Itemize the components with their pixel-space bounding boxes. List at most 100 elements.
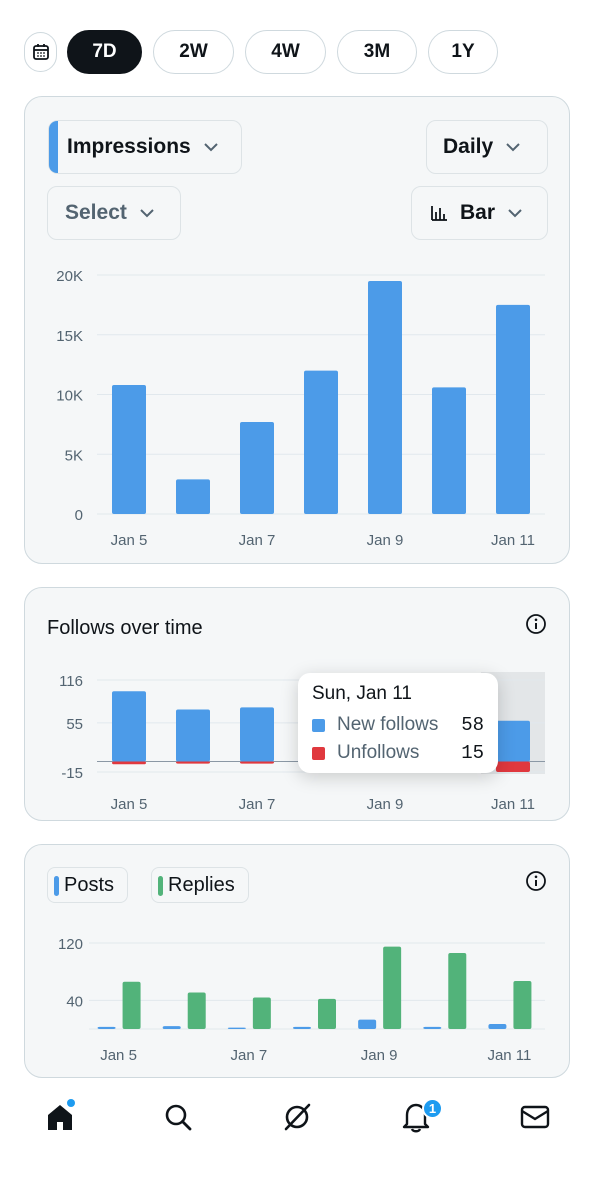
unfollows-swatch (312, 746, 325, 760)
metric-color-accent (49, 121, 58, 173)
impressions-bar[interactable] (112, 384, 146, 514)
x-tick-label: Jan 5 (100, 1047, 137, 1064)
calendar-button[interactable] (24, 32, 57, 72)
y-tick-label: 116 (59, 673, 83, 690)
y-tick-label: 0 (75, 507, 83, 524)
replies-bar[interactable] (122, 981, 141, 1029)
x-tick-label: Jan 7 (239, 532, 276, 549)
calendar-icon (32, 44, 49, 60)
grok-icon (284, 1103, 311, 1131)
new-follows-swatch (312, 718, 325, 732)
range-1y-button[interactable]: 1Y (428, 30, 498, 74)
new-follows-bar[interactable] (112, 691, 146, 762)
info-icon[interactable] (525, 870, 547, 892)
interval-dropdown-label: Daily (443, 135, 494, 158)
chevron-down-icon (140, 209, 154, 218)
nav-grok[interactable] (277, 1097, 317, 1137)
tooltip-row-new-follows: New follows 58 (312, 711, 484, 739)
impressions-card: Impressions Daily Select Bar 20K 15K 10K 5K… (24, 96, 570, 564)
tooltip-title: Sun, Jan 11 (312, 683, 413, 704)
notification-badge: 1 (422, 1098, 443, 1119)
new-follows-bar[interactable] (176, 709, 210, 762)
posts-replies-card: Posts Replies 120 40 Jan 5 Jan 7 Jan 9 Jan 11 (24, 844, 570, 1078)
chart-type-dropdown-label: Bar (460, 201, 496, 224)
tooltip-value: 58 (461, 714, 484, 736)
posts-bar[interactable] (358, 1019, 377, 1029)
info-icon[interactable] (525, 613, 547, 635)
unfollows-bar[interactable] (496, 761, 530, 772)
impressions-bar[interactable] (432, 387, 466, 514)
chevron-down-icon (204, 143, 218, 152)
range-3m-button[interactable]: 3M (337, 30, 417, 74)
replies-bar[interactable] (318, 998, 336, 1029)
legend-replies[interactable]: Replies (151, 867, 249, 903)
y-tick-label: 20K (56, 268, 83, 285)
y-tick-label: -15 (61, 765, 83, 782)
range-4w-button[interactable]: 4W (245, 30, 326, 74)
range-7d-button[interactable]: 7D (67, 30, 142, 74)
legend-posts[interactable]: Posts (47, 867, 128, 903)
bar-chart-icon (431, 206, 447, 221)
impressions-bar[interactable] (368, 280, 402, 514)
legend-replies-label: Replies (168, 873, 235, 896)
x-tick-label: Jan 7 (231, 1047, 268, 1064)
posts-replies-chart: 120 40 Jan 5 Jan 7 Jan 9 Jan 11 (58, 936, 545, 1064)
impressions-bar[interactable] (496, 304, 530, 514)
home-icon (48, 1105, 72, 1130)
chevron-down-icon (508, 209, 522, 218)
follows-tooltip: Sun, Jan 11 New follows 58 Unfollows 15 (298, 673, 498, 773)
posts-bar[interactable] (293, 1026, 311, 1029)
x-tick-label: Jan 7 (239, 796, 276, 813)
posts-bar[interactable] (97, 1026, 116, 1029)
metric-dropdown-label: Impressions (67, 135, 191, 158)
posts-bar[interactable] (488, 1023, 507, 1029)
impressions-bar[interactable] (304, 370, 338, 514)
range-2w-button[interactable]: 2W (153, 30, 234, 74)
legend-posts-label: Posts (64, 873, 115, 896)
posts-bar[interactable] (227, 1027, 246, 1029)
impressions-bar[interactable] (240, 421, 274, 514)
replies-bar[interactable] (513, 980, 532, 1029)
replies-color-bar (158, 876, 163, 896)
nav-search[interactable] (158, 1097, 198, 1137)
impressions-bar[interactable] (176, 479, 210, 514)
posts-bar[interactable] (162, 1026, 181, 1029)
replies-bar[interactable] (383, 946, 402, 1029)
x-tick-label: Jan 5 (111, 532, 148, 549)
y-tick-label: 40 (66, 993, 83, 1010)
x-tick-label: Jan 11 (491, 796, 535, 813)
x-tick-label: Jan 9 (367, 532, 404, 549)
y-tick-label: 10K (56, 388, 83, 405)
tooltip-value: 15 (461, 742, 484, 764)
compare-dropdown[interactable]: Select (47, 186, 181, 240)
interval-dropdown[interactable]: Daily (426, 120, 548, 174)
nav-home[interactable] (40, 1097, 80, 1137)
unfollows-bar[interactable] (112, 761, 146, 765)
posts-color-bar (54, 876, 59, 896)
impressions-chart: 20K 15K 10K 5K 0 Jan 5 Jan 7 Jan 9 Jan 11 (56, 268, 545, 549)
new-follows-bar[interactable] (240, 707, 274, 762)
search-icon (165, 1104, 192, 1131)
mail-icon (520, 1105, 550, 1129)
new-follows-bar[interactable] (496, 720, 530, 762)
y-tick-label: 15K (56, 328, 83, 345)
compare-dropdown-label: Select (65, 201, 127, 224)
y-tick-label: 55 (66, 716, 83, 733)
x-tick-label: Jan 9 (361, 1047, 398, 1064)
chevron-down-icon (506, 143, 520, 152)
follows-title: Follows over time (47, 617, 203, 639)
unfollows-bar[interactable] (176, 761, 210, 764)
x-tick-label: Jan 5 (111, 796, 148, 813)
posts-bar[interactable] (423, 1026, 442, 1029)
nav-messages[interactable] (515, 1097, 555, 1137)
chart-type-dropdown[interactable]: Bar (411, 186, 548, 240)
y-tick-label: 5K (65, 447, 83, 464)
replies-bar[interactable] (448, 953, 467, 1029)
x-tick-label: Jan 11 (487, 1047, 531, 1064)
x-tick-label: Jan 11 (491, 532, 535, 549)
unfollows-bar[interactable] (240, 761, 274, 764)
replies-bar[interactable] (252, 997, 271, 1029)
tooltip-label: Unfollows (337, 742, 420, 763)
metric-dropdown[interactable]: Impressions (48, 120, 242, 174)
replies-bar[interactable] (187, 992, 206, 1029)
